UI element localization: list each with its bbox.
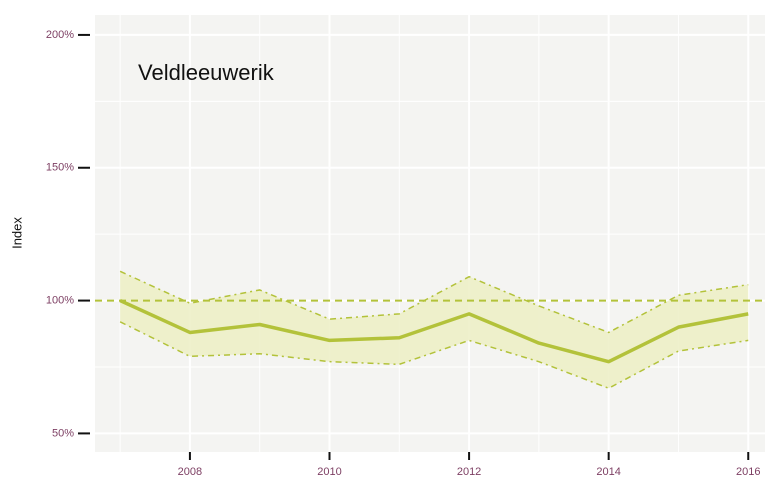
lower-bound: [119, 321, 749, 390]
plot-background: [95, 15, 765, 452]
marks: [95, 270, 765, 390]
x-tick-label: 2008: [178, 466, 202, 478]
y-tick-label: 200%: [46, 29, 74, 41]
x-tick-label: 2010: [317, 466, 341, 478]
y-tick-label: 150%: [46, 162, 74, 174]
y-tick-label: 100%: [46, 294, 74, 306]
upper-bound: [119, 270, 749, 334]
chart-title: Veldleeuwerik: [138, 60, 275, 85]
y-tick-label: 50%: [52, 427, 74, 439]
x-tick-label: 2016: [736, 466, 760, 478]
y-axis-label: Index: [9, 217, 24, 249]
index-line: [119, 298, 749, 364]
x-tick-label: 2014: [596, 466, 620, 478]
x-tick-label: 2012: [457, 466, 481, 478]
